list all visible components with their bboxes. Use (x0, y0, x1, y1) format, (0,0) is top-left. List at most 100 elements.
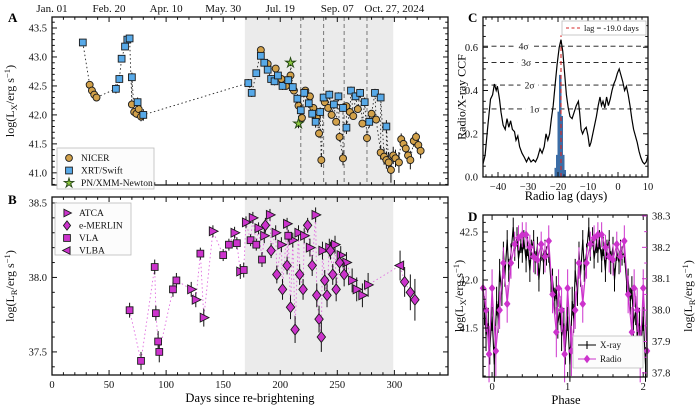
data-point-diamond (590, 233, 598, 243)
data-point-diamond (564, 283, 571, 293)
svg-text:37.5: 37.5 (29, 347, 47, 358)
data-point-diamond (327, 268, 338, 281)
legend-label: e-MERLIN (79, 222, 123, 232)
data-point-diamond (500, 258, 507, 268)
svg-text:Apr. 10: Apr. 10 (150, 3, 184, 15)
data-point-square (117, 54, 126, 63)
svg-text:1: 1 (565, 382, 570, 393)
data-point-circle (367, 109, 376, 118)
data-point-tri-right (199, 312, 210, 323)
panel-a-legend: NICER XRT/Swift PN/XMM-Newton (56, 147, 155, 190)
svg-text:−10: −10 (580, 182, 596, 193)
svg-text:0.6: 0.6 (465, 43, 478, 54)
svg-text:10: 10 (643, 182, 654, 193)
data-point-diamond (322, 289, 332, 302)
svg-text:50: 50 (104, 380, 115, 391)
svg-text:38.1: 38.1 (652, 274, 670, 285)
data-point-diamond (314, 313, 324, 326)
data-point-diamond (575, 258, 583, 268)
data-point-square (263, 65, 272, 74)
data-point-circle (271, 64, 280, 73)
svg-text:−30: −30 (520, 182, 536, 193)
svg-text:2: 2 (641, 382, 646, 393)
data-point-diamond (537, 239, 545, 249)
data-point-square (246, 236, 255, 245)
data-point-square (300, 89, 309, 97)
data-point-diamond (609, 255, 617, 265)
legend-label: NICER (81, 154, 110, 164)
panel-c-legend: lag = -19.0 days (561, 20, 647, 36)
data-point-square (347, 86, 355, 95)
data-point-tri-right (208, 226, 220, 237)
data-point-circle (412, 132, 420, 141)
data-point-circle (335, 132, 344, 141)
data-point-square (78, 38, 87, 47)
data-point-diamond (277, 283, 288, 296)
data-point-diamond (405, 286, 416, 299)
data-point-star (292, 116, 305, 130)
data-point-square (239, 266, 248, 274)
data-point-tri-right (294, 227, 305, 238)
data-point-square (311, 118, 320, 126)
data-point-square (278, 82, 287, 90)
data-point-diamond (633, 305, 641, 315)
data-point-diamond (485, 349, 493, 359)
data-point-tri-right (191, 294, 202, 305)
data-point-square (233, 239, 241, 248)
svg-text:42.5: 42.5 (460, 227, 478, 238)
data-point-square (334, 92, 343, 101)
data-point-diamond (621, 236, 628, 246)
data-point-diamond (290, 323, 300, 336)
svg-text:38.3: 38.3 (652, 211, 670, 222)
data-point-diamond (558, 305, 565, 315)
axis-text: log(LR/erg s−1) (680, 260, 697, 332)
data-point-tri-right (300, 230, 311, 241)
panel-b: 0 50 100 150 200 250 300 37.5 38.0 38.5 log(LR/erg… (2, 196, 449, 391)
panel-d-legend: X-ray Radio (572, 335, 644, 369)
data-point-square (256, 51, 265, 60)
data-point-square (284, 76, 293, 84)
panel-b-legend: ATCA e-MERLIN VLA VLBA (54, 202, 132, 257)
svg-text:37.9: 37.9 (652, 337, 670, 348)
svg-text:0.2: 0.2 (465, 129, 478, 140)
sigma-label: 2σ (525, 82, 535, 92)
data-point-diamond (598, 230, 605, 240)
data-point-diamond (549, 290, 556, 299)
data-point-square (376, 93, 385, 102)
series-vlba (393, 250, 405, 281)
data-point-square (115, 75, 124, 83)
data-point-diamond (507, 258, 515, 268)
data-point-square (308, 109, 317, 118)
data-point-diamond (399, 275, 410, 289)
data-point-tri-right (311, 209, 322, 221)
data-point-tri-right (63, 208, 73, 218)
data-point-circle (353, 105, 362, 114)
data-point-diamond (496, 305, 503, 315)
data-point-diamond (334, 256, 345, 269)
data-point-square (139, 111, 148, 119)
data-point-diamond (587, 239, 594, 249)
data-point-diamond (272, 268, 282, 281)
data-point-diamond (613, 239, 621, 249)
data-point-diamond (319, 274, 330, 287)
data-point-square (296, 106, 305, 115)
data-point-tri-right (358, 290, 369, 301)
svg-text:42.5: 42.5 (29, 81, 47, 92)
data-point-diamond (266, 244, 276, 257)
data-point-square (339, 104, 347, 112)
data-point-diamond (624, 290, 632, 299)
svg-text:250: 250 (329, 380, 345, 391)
legend-label: XRT/Swift (81, 166, 123, 177)
data-point-tri-right (283, 218, 294, 229)
data-point-square (63, 234, 71, 242)
data-point-diamond (311, 289, 322, 302)
data-point-tri-right (265, 209, 277, 221)
data-point-tri-right (241, 217, 253, 228)
data-point-circle (92, 93, 101, 102)
data-point-square (155, 348, 164, 356)
data-point-square (371, 89, 379, 97)
data-point-square (304, 99, 313, 108)
sigma-label: 1σ (530, 105, 540, 115)
